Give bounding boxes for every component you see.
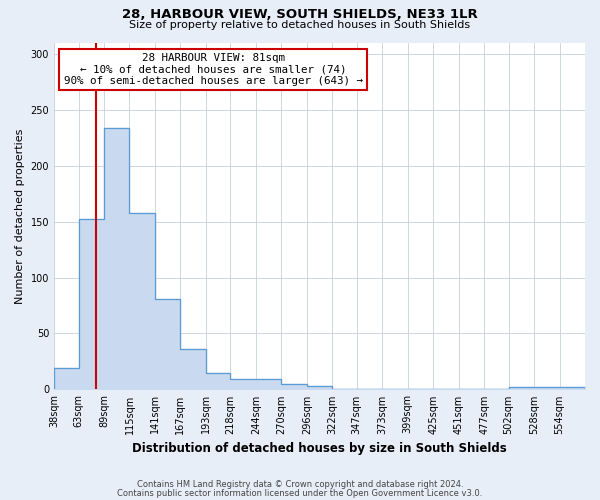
Text: Contains HM Land Registry data © Crown copyright and database right 2024.: Contains HM Land Registry data © Crown c… bbox=[137, 480, 463, 489]
Text: 28, HARBOUR VIEW, SOUTH SHIELDS, NE33 1LR: 28, HARBOUR VIEW, SOUTH SHIELDS, NE33 1L… bbox=[122, 8, 478, 20]
Text: Size of property relative to detached houses in South Shields: Size of property relative to detached ho… bbox=[130, 20, 470, 30]
X-axis label: Distribution of detached houses by size in South Shields: Distribution of detached houses by size … bbox=[132, 442, 507, 455]
Text: Contains public sector information licensed under the Open Government Licence v3: Contains public sector information licen… bbox=[118, 489, 482, 498]
Y-axis label: Number of detached properties: Number of detached properties bbox=[15, 128, 25, 304]
Text: 28 HARBOUR VIEW: 81sqm
← 10% of detached houses are smaller (74)
90% of semi-det: 28 HARBOUR VIEW: 81sqm ← 10% of detached… bbox=[64, 53, 363, 86]
